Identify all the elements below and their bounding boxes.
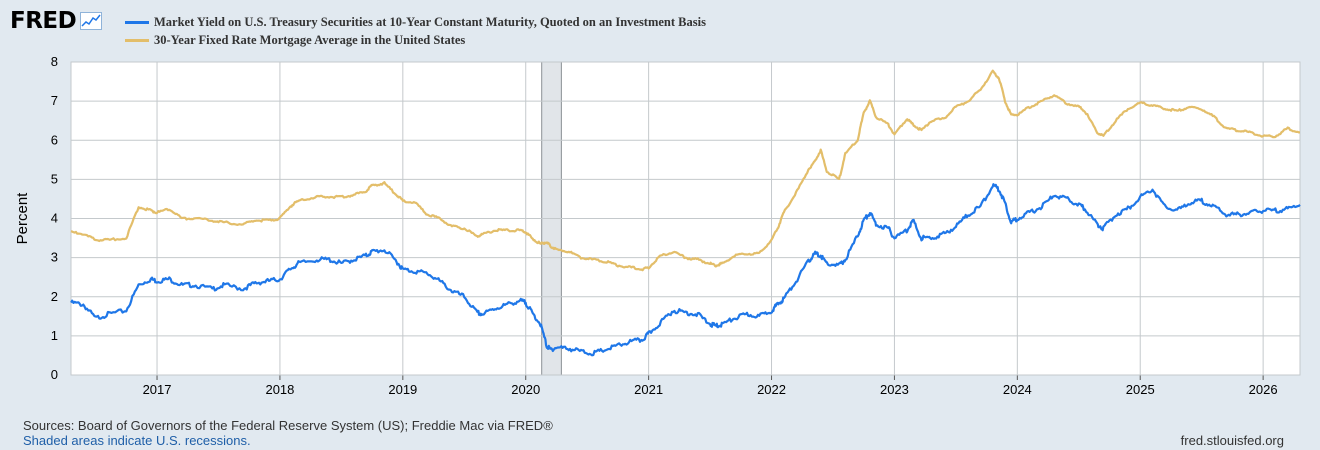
y-tick-label-0: 0 [51, 367, 58, 382]
x-tick-label-2019: 2019 [388, 382, 417, 397]
x-tick-label-2026: 2026 [1249, 382, 1278, 397]
footer-url-link[interactable]: fred.stlouisfed.org [1180, 433, 1284, 448]
y-tick-label-5: 5 [51, 171, 58, 186]
legend-label-mortgage: 30-Year Fixed Rate Mortgage Average in t… [154, 32, 466, 47]
y-tick-label-2: 2 [51, 289, 58, 304]
footer-recessions-note[interactable]: Shaded areas indicate U.S. recessions. [23, 433, 251, 448]
chart-line-icon [80, 12, 103, 30]
fred-logo: FRED [10, 8, 103, 34]
series-line-treasury-10y [70, 183, 1301, 357]
y-tick-label-8: 8 [51, 54, 58, 69]
plot-frame [70, 61, 1301, 376]
footer-sources: Sources: Board of Governors of the Feder… [23, 418, 553, 433]
y-tick-label-6: 6 [51, 132, 58, 147]
x-tick-label-2017: 2017 [143, 382, 172, 397]
y-tick-label-1: 1 [51, 328, 58, 343]
chart-legend: Market Yield on U.S. Treasury Securities… [125, 13, 706, 49]
x-tick-label-2021: 2021 [634, 382, 663, 397]
legend-entry-mortgage: 30-Year Fixed Rate Mortgage Average in t… [125, 31, 706, 49]
x-tick-label-2018: 2018 [265, 382, 294, 397]
line-chart: 0 1 2 3 4 5 6 7 8 2017 2018 2019 2020 2021 2022 2023 202… [14, 54, 1301, 397]
x-tick-label-2024: 2024 [1003, 382, 1032, 397]
y-tick-label-7: 7 [51, 93, 58, 108]
x-tick-label-2025: 2025 [1126, 382, 1155, 397]
y-axis-label: Percent [14, 192, 31, 245]
legend-entry-treasury: Market Yield on U.S. Treasury Securities… [125, 13, 706, 31]
legend-swatch-mortgage [125, 38, 149, 42]
fred-logo-text: FRED [10, 8, 77, 34]
legend-swatch-treasury [125, 20, 149, 24]
x-tick-label-2020: 2020 [511, 382, 540, 397]
y-tick-label-4: 4 [51, 211, 58, 226]
x-tick-label-2023: 2023 [880, 382, 909, 397]
legend-label-treasury: Market Yield on U.S. Treasury Securities… [154, 14, 706, 29]
y-tick-label-3: 3 [51, 250, 58, 265]
x-tick-label-2022: 2022 [757, 382, 786, 397]
series-line-mortgage-30y [70, 69, 1300, 272]
